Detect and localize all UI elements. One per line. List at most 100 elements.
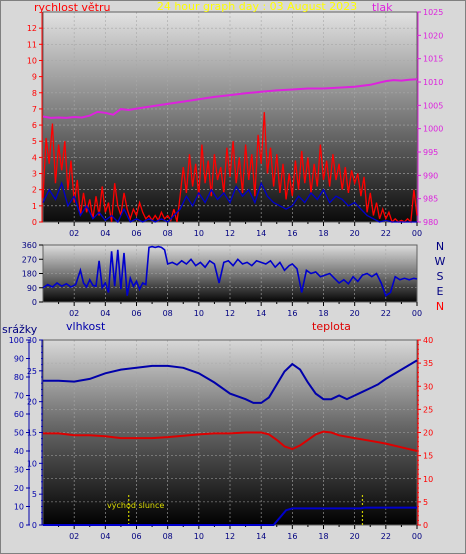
humidity-tick-label: 20 (27, 398, 37, 407)
wind-speed-label: rychlost větru (34, 1, 110, 14)
x-tick-label: 16 (287, 309, 297, 318)
x-tick-label: 06 (131, 229, 141, 238)
compass-label-n: N (436, 240, 444, 253)
left-tick-label: 0 (32, 218, 37, 227)
rain-tick-label: 80 (14, 373, 24, 382)
left-tick-label: 7 (32, 105, 37, 114)
temperature-tick-label: 40 (423, 336, 433, 345)
direction-tick-label: 180 (22, 270, 37, 279)
x-tick-label: 02 (69, 532, 79, 541)
compass-label-n: N (436, 300, 444, 313)
rain-tick-label: 0 (19, 521, 24, 530)
x-tick-label: 06 (131, 309, 141, 318)
x-tick-label: 14 (256, 309, 266, 318)
rain-tick-label: 40 (14, 447, 24, 456)
humidity-tick-label: 25 (27, 367, 37, 376)
temperature-label: teplota (312, 320, 351, 333)
right-tick-label: 1005 (423, 101, 443, 110)
x-tick-label: 20 (350, 532, 360, 541)
left-tick-label: 10 (27, 56, 37, 65)
humidity-tick-label: 10 (27, 459, 37, 468)
x-tick-label: 20 (350, 309, 360, 318)
humidity-tick-label: 30 (27, 336, 37, 345)
temperature-tick-label: 5 (423, 498, 428, 507)
x-tick-label: 14 (256, 532, 266, 541)
average-wind-line (42, 181, 417, 224)
rain-tick-label: 100 (9, 336, 24, 345)
x-tick-label: 10 (194, 532, 204, 541)
x-tick-label: 00 (412, 229, 422, 238)
x-tick-label: 12 (225, 229, 235, 238)
humidity-tick-label: 5 (32, 490, 37, 499)
x-tick-label: 14 (256, 229, 266, 238)
x-tick-label: 18 (318, 532, 328, 541)
temperature-tick-label: 35 (423, 359, 433, 368)
x-tick-label: 18 (318, 229, 328, 238)
x-tick-label: 22 (381, 229, 391, 238)
left-tick-label: 6 (32, 121, 37, 130)
temperature-tick-label: 20 (423, 429, 433, 438)
x-tick-label: 04 (100, 229, 110, 238)
right-tick-label: 990 (423, 171, 438, 180)
x-tick-label: 02 (69, 229, 79, 238)
rain-label: srážky (2, 323, 38, 336)
temperature-tick-label: 10 (423, 475, 433, 484)
right-tick-label: 1020 (423, 31, 443, 40)
x-tick-label: 16 (287, 532, 297, 541)
wind-speed-line (42, 112, 418, 224)
left-tick-label: 3 (32, 170, 37, 179)
temperature-line (43, 430, 418, 452)
left-tick-label: 12 (27, 24, 37, 33)
pressure-line (42, 78, 418, 119)
x-tick-label: 08 (163, 229, 173, 238)
temperature-tick-label: 25 (423, 405, 433, 414)
rain-line (43, 506, 417, 526)
direction-tick-label: 360 (22, 241, 37, 250)
wind-x-axis: 02 04 06 08 10 12 14 16 18 20 22 00 (58, 222, 422, 238)
humidity-label: vlhkost (66, 320, 106, 333)
wind-direction-line (42, 245, 418, 297)
x-tick-label: 08 (163, 532, 173, 541)
wind-direction-axis: 0 90 180 270 360 (22, 241, 43, 307)
lower-x-axis: 02 04 06 08 10 12 14 16 18 20 22 00 (58, 525, 422, 541)
humidity-axis: 0 5 10 15 20 25 30 (27, 336, 43, 530)
humidity-temperature-series (43, 359, 418, 526)
sunrise-label: východ slunce (107, 501, 164, 510)
x-tick-label: 02 (69, 309, 79, 318)
left-tick-label: 11 (27, 40, 37, 49)
rain-tick-label: 50 (14, 429, 24, 438)
wind-direction-series (42, 245, 418, 297)
temperature-tick-label: 15 (423, 452, 433, 461)
x-tick-label: 22 (381, 532, 391, 541)
right-tick-label: 1000 (423, 125, 443, 134)
compass-label-w: W (435, 255, 446, 268)
x-tick-label: 22 (381, 309, 391, 318)
pressure-axis: 980 985 990 995 1000 1005 1010 1015 1020 1025 (417, 8, 443, 227)
x-tick-label: 08 (163, 309, 173, 318)
direction-x-axis: 02 04 06 08 10 12 14 16 18 20 22 00 (58, 302, 422, 318)
chart-title: 24 hour graph day : 03 August 2023 (157, 0, 357, 13)
rain-tick-label: 70 (14, 392, 24, 401)
left-tick-label: 4 (32, 153, 37, 162)
direction-tick-label: 90 (27, 284, 37, 293)
right-tick-label: 1010 (423, 78, 443, 87)
right-tick-label: 1025 (423, 8, 443, 17)
x-tick-label: 16 (287, 229, 297, 238)
right-tick-label: 995 (423, 148, 438, 157)
x-tick-label: 12 (225, 309, 235, 318)
x-tick-label: 18 (318, 309, 328, 318)
x-tick-label: 10 (194, 309, 204, 318)
humidity-tick-label: 0 (32, 521, 37, 530)
x-tick-label: 06 (131, 532, 141, 541)
left-tick-label: 2 (32, 186, 37, 195)
temperature-tick-label: 30 (423, 382, 433, 391)
wind-pressure-series (42, 78, 418, 224)
left-tick-label: 5 (32, 137, 37, 146)
rain-axis: 0 10 20 30 40 50 60 70 80 90 100 (9, 336, 30, 530)
compass-label-s: S (437, 270, 444, 283)
sunrise-markers (128, 495, 364, 525)
x-tick-label: 00 (412, 532, 422, 541)
temperature-tick-label: 0 (423, 521, 428, 530)
